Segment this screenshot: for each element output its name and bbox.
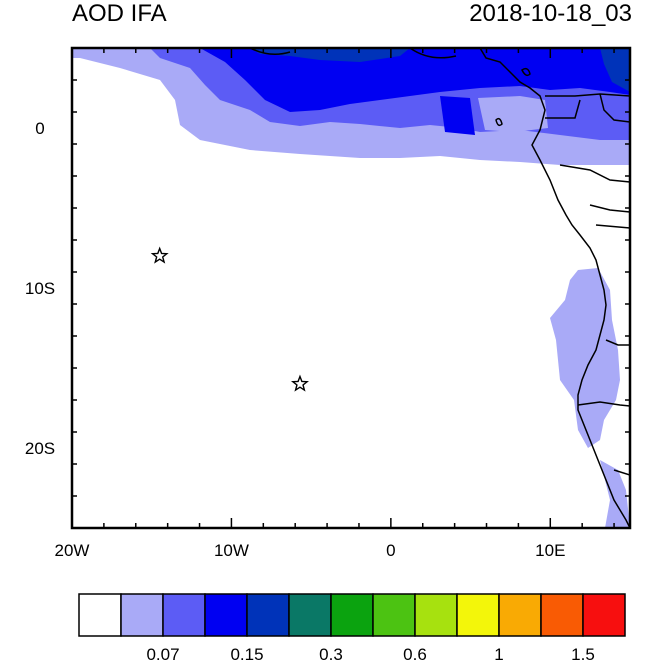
map-title: AOD IFA (72, 0, 167, 27)
colorbar-box (120, 593, 164, 637)
colorbar-box (414, 593, 458, 637)
colorbar-label: 1.5 (571, 645, 595, 664)
aod-field (72, 48, 630, 528)
aod-contour-dark-2 (600, 48, 630, 92)
colorbar-box (246, 593, 290, 637)
y-tick-label: 10S (25, 279, 55, 298)
colorbar-box (204, 593, 248, 637)
map-frame (70, 46, 632, 530)
colorbar-box (540, 593, 584, 637)
coastline (249, 48, 630, 528)
colorbar-label: 0.6 (403, 645, 427, 664)
axis-ticks: 20W 10W 0 10E 0 10S 20S (25, 47, 630, 560)
colorbar-box (582, 593, 626, 637)
colorbar-label: 0.07 (146, 645, 179, 664)
aod-contour-strong (200, 48, 630, 112)
star-marker (290, 374, 309, 392)
colorbar-label: 0.15 (230, 645, 263, 664)
colorbar-box (372, 593, 416, 637)
aod-contour-dark (250, 48, 410, 62)
colorbar-box (330, 593, 374, 637)
map-timestamp: 2018-10-18_03 (469, 0, 632, 27)
colorbar-label: 0.3 (319, 645, 343, 664)
aod-contour-strong-2 (440, 96, 475, 135)
station-markers (150, 246, 309, 392)
x-tick-label: 10W (214, 541, 249, 560)
x-tick-label: 0 (386, 541, 395, 560)
aod-interior-patch (478, 96, 548, 132)
y-tick-label: 20S (25, 439, 55, 458)
y-tick-label: 0 (35, 119, 44, 138)
colorbar-box (498, 593, 542, 637)
colorbar-box (78, 593, 122, 637)
star-marker (150, 246, 169, 264)
x-tick-label: 20W (55, 541, 90, 560)
colorbar: 0.07 0.15 0.3 0.6 1 1.5 (78, 593, 626, 664)
colorbar-box (162, 593, 206, 637)
colorbar-label: 1 (494, 645, 503, 664)
colorbar-box (288, 593, 332, 637)
aod-coastal-patch-2 (600, 460, 630, 528)
colorbar-box (456, 593, 500, 637)
x-tick-label: 10E (535, 541, 565, 560)
